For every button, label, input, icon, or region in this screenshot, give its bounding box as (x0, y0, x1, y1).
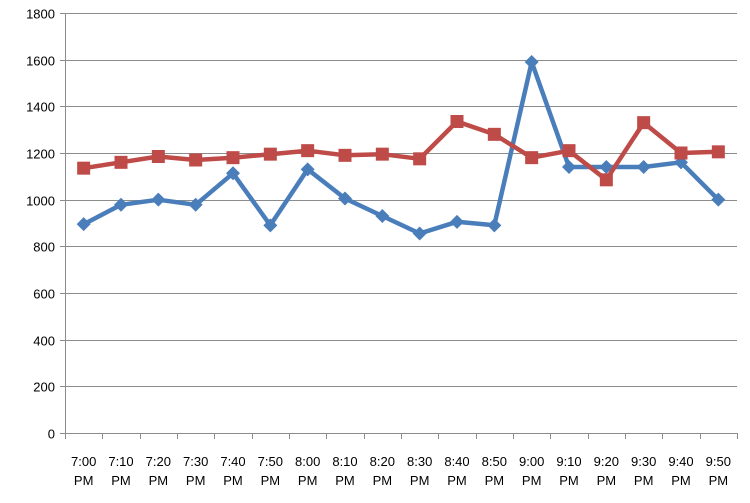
series-2-point (599, 173, 613, 187)
x-tick-label: 9:50 (706, 454, 731, 469)
x-tick-label: 8:50 (482, 454, 507, 469)
tick-labels: 0 200 400 600 800 1000 1200 1400 1600 1800 7:00 PM 7… (26, 7, 731, 489)
x-tick-label: PM (559, 473, 579, 488)
x-tick-label: PM (186, 473, 206, 488)
x-tick-label: PM (485, 473, 505, 488)
series-1-point (263, 218, 278, 233)
y-tick-label: 1600 (26, 54, 55, 69)
x-tick-label: 7:30 (183, 454, 208, 469)
x-tick-label: 8:10 (332, 454, 357, 469)
series-2-point (637, 116, 651, 130)
series-2-point (375, 147, 389, 161)
series-2-point (674, 146, 688, 160)
series-2-point (226, 151, 240, 165)
series-1-point (562, 160, 576, 174)
axes (60, 13, 738, 439)
series-1-point (226, 166, 240, 181)
x-tick-label: PM (149, 473, 169, 488)
x-tick-label: PM (373, 473, 393, 488)
series-2-point (525, 151, 539, 165)
x-tick-label: PM (597, 473, 617, 488)
x-tick-label: 8:00 (295, 454, 320, 469)
x-tick-label: PM (634, 473, 654, 488)
x-tick-label: 9:40 (668, 454, 693, 469)
series-1-point (338, 191, 352, 206)
y-tick-label: 400 (33, 334, 55, 349)
y-tick-label: 600 (33, 287, 55, 302)
series-1-point (76, 217, 91, 232)
series-2-point (151, 150, 165, 163)
x-tick-label: 9:30 (631, 454, 656, 469)
series-2-point (301, 144, 315, 158)
x-tick-label: 7:40 (220, 454, 245, 469)
x-tick-label: 8:40 (444, 454, 469, 469)
x-tick-label: PM (298, 473, 318, 488)
series-1-point (636, 160, 651, 174)
x-tick-label: PM (261, 473, 281, 488)
series-1-point (450, 214, 464, 229)
x-tick-label: PM (447, 473, 467, 488)
x-tick-label: 9:10 (556, 454, 581, 469)
y-tick-label: 800 (33, 240, 55, 255)
series-1-point (487, 218, 502, 233)
series-1-point (711, 192, 726, 207)
y-tick-label: 200 (33, 380, 55, 395)
series-2-point (189, 153, 203, 167)
y-tick-label: 0 (48, 427, 55, 442)
x-tick-label: PM (671, 473, 691, 488)
x-tick-label: PM (709, 473, 729, 488)
series-1-line (81, 59, 721, 236)
x-tick-label: 9:20 (594, 454, 619, 469)
x-tick-label: 7:00 (71, 454, 96, 469)
x-tick-label: PM (74, 473, 94, 488)
x-tick-label: 7:10 (108, 454, 133, 469)
x-tick-label: PM (522, 473, 542, 488)
series-2-point (77, 161, 91, 175)
x-tick-label: PM (111, 473, 131, 488)
y-tick-label: 1200 (26, 147, 55, 162)
series-2-point (562, 144, 576, 158)
series-2-point (114, 155, 128, 169)
series-1-point (412, 226, 427, 241)
x-tick-label: 9:00 (519, 454, 544, 469)
series-2-point (263, 147, 277, 161)
x-tick-label: PM (335, 473, 355, 488)
x-tick-label: PM (410, 473, 430, 488)
x-tick-label: 7:50 (258, 454, 283, 469)
series-2-point (338, 148, 352, 162)
series-2-point (413, 152, 427, 166)
series-1-point (375, 209, 390, 223)
series-2-line (81, 119, 721, 183)
series-2-point (487, 127, 501, 141)
series-2-point (711, 145, 725, 159)
series-1-point (300, 162, 315, 177)
x-tick-label: 8:20 (370, 454, 395, 469)
series-1-point (188, 197, 203, 212)
y-tick-label: 1000 (26, 194, 55, 209)
series-1-point (151, 192, 166, 207)
series-1-point (114, 197, 128, 212)
series-layer (76, 55, 726, 241)
y-tick-label: 1400 (26, 100, 55, 115)
y-tick-label: 1800 (26, 7, 55, 22)
series-1-point (524, 55, 539, 69)
x-tick-label: 8:30 (407, 454, 432, 469)
series-2-point (450, 115, 464, 128)
x-tick-label: 7:20 (146, 454, 171, 469)
x-tick-label: PM (223, 473, 243, 488)
